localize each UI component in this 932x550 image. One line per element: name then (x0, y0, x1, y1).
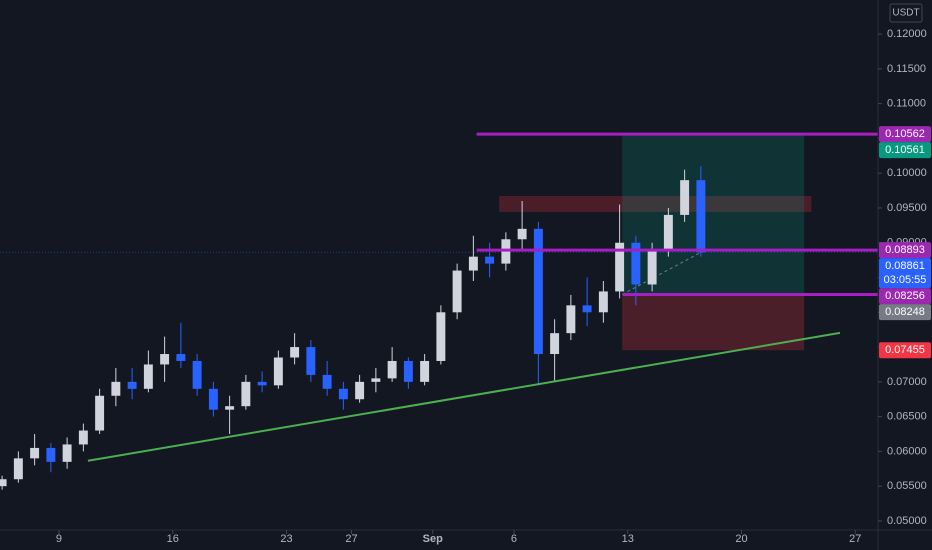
candle-body (615, 242, 625, 292)
candle-body (631, 242, 641, 285)
candle-body (225, 406, 235, 410)
candle-body (0, 479, 7, 487)
candle-body (550, 333, 560, 355)
x-tick-label: 27 (849, 533, 861, 545)
candle-body (257, 381, 267, 386)
x-tick-label: 23 (280, 533, 292, 545)
candle-body (62, 444, 72, 462)
x-tick-label: 16 (167, 533, 179, 545)
candle-body (452, 270, 462, 313)
price-label-box (879, 342, 931, 359)
x-tick-label: 6 (511, 533, 517, 545)
candle-body (95, 395, 105, 431)
price-label: 0.10561 (885, 144, 925, 156)
candle-body (598, 291, 608, 313)
price-label-box (879, 126, 931, 143)
price-label: 0.08248 (885, 306, 925, 318)
y-tick-label: 0.06000 (887, 445, 927, 457)
x-tick-label: 27 (345, 533, 357, 545)
x-tick-label: 9 (56, 533, 62, 545)
currency-box (889, 3, 923, 23)
candle-body (485, 256, 495, 264)
candle-body (160, 354, 170, 365)
candle-body (338, 388, 348, 400)
price-label-box (879, 258, 931, 289)
candle-body (241, 381, 251, 407)
candle-body (371, 378, 381, 382)
y-tick-label: 0.09500 (887, 202, 927, 214)
price-label-box (879, 288, 931, 305)
candle-body (517, 228, 527, 240)
candle-body (46, 447, 56, 462)
currency-label: USDT (892, 8, 919, 19)
candle-body (208, 388, 218, 410)
x-tick-label: Sep (423, 533, 443, 545)
candle-body (387, 360, 397, 379)
entry-link (621, 251, 702, 295)
trendline (87, 331, 841, 462)
y-tick-label: 0.11000 (887, 98, 926, 110)
y-tick-label: 0.10000 (887, 167, 927, 179)
price-label-box (879, 142, 931, 159)
resistance-zone (499, 196, 812, 212)
price-label-box (879, 242, 931, 259)
price-label: 0.07455 (885, 344, 925, 356)
y-tick-label: 0.11500 (887, 63, 926, 75)
y-tick-label: 0.07000 (887, 376, 927, 388)
candle-body (403, 360, 413, 382)
candle-body (111, 381, 121, 396)
candle-body (322, 374, 332, 389)
candle-body (192, 360, 202, 389)
y-tick-label: 0.05500 (887, 480, 927, 492)
candle-body (78, 430, 88, 445)
plot-area (0, 132, 878, 490)
candle-body (663, 214, 673, 250)
candle-body (143, 364, 153, 389)
candle-body (290, 347, 300, 358)
candle-body (127, 381, 137, 389)
candle-body (355, 381, 365, 400)
candle-body (176, 354, 186, 361)
candle-body (696, 180, 706, 253)
candle-body (30, 447, 40, 459)
candle-body (436, 312, 446, 361)
candle-body (680, 180, 690, 215)
price-label-box (879, 304, 931, 321)
y-tick-label: 0.06500 (887, 411, 927, 423)
price-label: 0.10562 (885, 128, 925, 140)
candle-body (566, 305, 576, 334)
price-label: 0.08861 (885, 260, 925, 272)
candle-body (468, 256, 478, 271)
loss-zone (622, 294, 805, 351)
y-tick-label: 0.12000 (887, 28, 927, 40)
candle-body (306, 347, 316, 375)
candle-body (582, 305, 592, 313)
candle-body (13, 458, 23, 480)
x-tick-label: 20 (735, 533, 747, 545)
y-tick-label: 0.05000 (887, 515, 927, 527)
price-label: 0.08893 (885, 244, 925, 256)
candle-body (420, 360, 430, 382)
candle-body (533, 228, 543, 355)
candle-body (647, 249, 657, 285)
x-tick-label: 13 (622, 533, 634, 545)
countdown-label: 03:05:55 (884, 274, 927, 286)
candle-body (273, 357, 283, 386)
price-label: 0.08256 (885, 290, 925, 302)
